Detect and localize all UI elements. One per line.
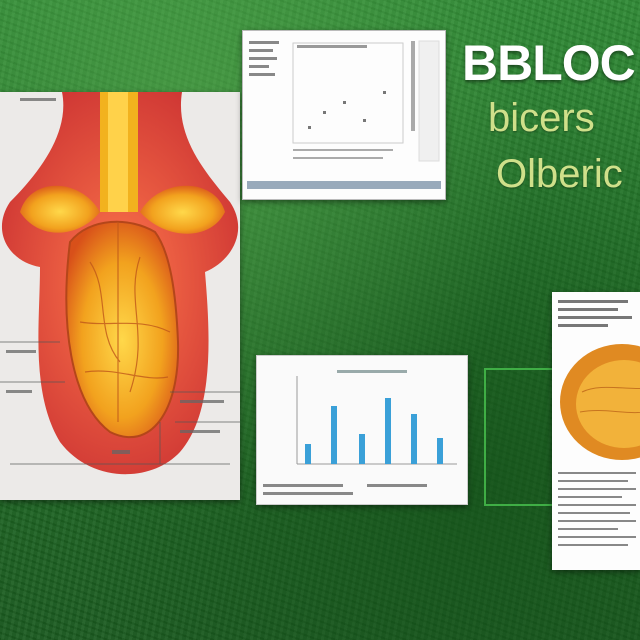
document-thumbnail-content xyxy=(243,31,445,199)
anatomy-illustration xyxy=(0,92,240,475)
bar-chart-thumbnail[interactable] xyxy=(256,355,468,505)
specimen-document-content xyxy=(558,300,640,546)
document-thumbnail[interactable] xyxy=(242,30,446,200)
specimen-document-card[interactable] xyxy=(552,292,640,570)
anatomy-illustration-card[interactable] xyxy=(0,92,240,500)
connector-frame xyxy=(484,368,556,506)
headline-line-2: Olberic xyxy=(496,152,623,196)
bar-chart-graphic xyxy=(263,370,457,495)
headline-line-1: bicers xyxy=(488,96,595,140)
headline-title: BBLOC xyxy=(462,35,636,91)
